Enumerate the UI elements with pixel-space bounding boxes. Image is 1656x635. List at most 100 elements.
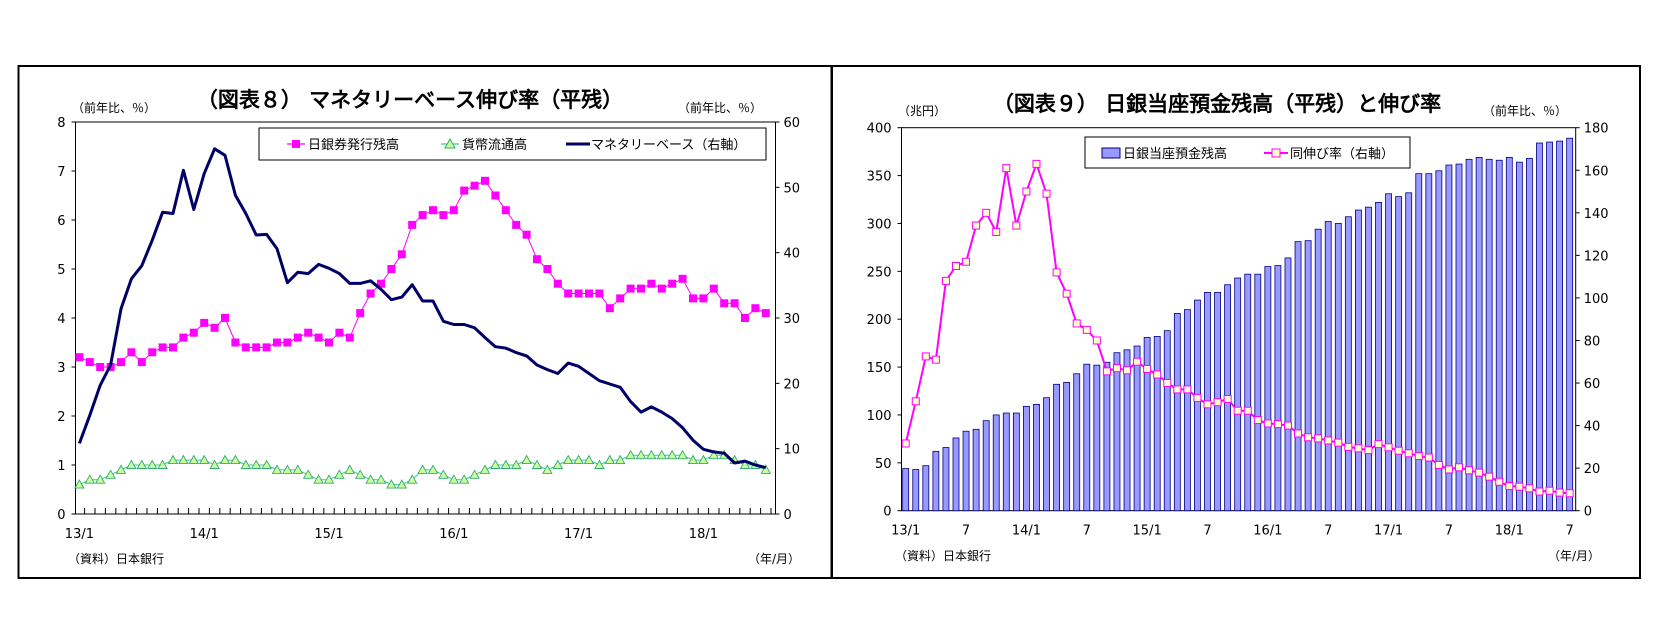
data-point [1112, 364, 1121, 373]
data-point [992, 227, 1001, 236]
y-left-tick-label: 1 [57, 459, 65, 474]
data-point [84, 474, 96, 484]
data-point [1183, 385, 1192, 394]
x-tick-label: 15/1 [1133, 524, 1162, 539]
data-point [491, 191, 500, 200]
bar [1445, 164, 1453, 512]
x-tick-label: 13/1 [891, 524, 920, 539]
y-right-tick-label: 0 [1584, 505, 1592, 520]
legend-label: 貨幣流通高 [462, 137, 527, 153]
data-point [304, 328, 313, 337]
data-point [1072, 319, 1081, 328]
data-point [595, 289, 604, 298]
data-point [972, 221, 981, 230]
y-right-tick-label: 20 [1584, 462, 1601, 477]
y-right-tick-label: 40 [784, 247, 801, 262]
y-left-tick-label: 150 [867, 361, 892, 376]
bar [1415, 173, 1423, 512]
data-point [460, 186, 469, 195]
bar [1173, 313, 1181, 512]
data-point [1424, 453, 1433, 462]
bar [962, 430, 970, 512]
data-point [96, 363, 105, 371]
x-tick-label: 14/1 [190, 527, 219, 542]
data-point [178, 454, 189, 465]
y-right-tick-label: 30 [784, 312, 801, 327]
bar [1314, 228, 1322, 512]
data-point [252, 343, 261, 352]
data-point [1555, 488, 1564, 497]
data-point [115, 464, 127, 474]
bar [1284, 257, 1292, 512]
data-point [200, 318, 209, 327]
data-point [198, 454, 210, 465]
bar [912, 469, 920, 512]
y-left-tick-label: 0 [57, 508, 65, 523]
bar [1053, 383, 1060, 512]
data-point [1032, 159, 1041, 168]
data-point [1253, 416, 1262, 425]
series-0 [75, 176, 770, 371]
y-left-tick-label: 8 [57, 116, 65, 131]
data-point [293, 333, 302, 342]
data-point [616, 294, 625, 303]
series-0 [902, 137, 1574, 512]
bar [972, 428, 980, 512]
data-point [250, 459, 262, 469]
x-tick-label: 7 [1324, 524, 1332, 539]
data-point [314, 333, 323, 342]
plot-area: 0 1 2 3 4 5 6 7 8 0 10 20 30 40 50 60 13/1 14/1 15/1 16/1 17… [57, 116, 800, 542]
data-point [666, 449, 678, 460]
data-point [583, 454, 595, 465]
bar [1012, 412, 1020, 512]
data-point [1444, 465, 1453, 474]
bar [1405, 192, 1413, 512]
data-point [1475, 468, 1484, 477]
bar [1153, 336, 1161, 512]
chart8-legend [258, 127, 767, 161]
data-point [262, 343, 271, 352]
x-tick-label: 16/1 [439, 527, 468, 542]
chart9: 0 50 100 150 200 250 300 350 400 0 20 40 60 80 100 120 1… [867, 92, 1609, 563]
bar [1143, 336, 1151, 512]
y-left-tick-label: 7 [57, 165, 65, 180]
bar [1334, 223, 1342, 512]
data-point [375, 474, 387, 484]
data-point [117, 358, 125, 367]
legend-label: 日銀券発行残高 [308, 137, 399, 153]
legend-label: 同伸び率（右軸） [1290, 146, 1394, 162]
data-point [105, 469, 116, 479]
bar [1526, 157, 1533, 512]
x-tick-label: 15/1 [314, 527, 343, 542]
data-point [512, 220, 521, 229]
chart8-left-unit: （前年比、％） [72, 100, 156, 115]
data-point [542, 464, 553, 474]
y-right-tick-label: 40 [1584, 420, 1601, 435]
chart9-legend [1084, 136, 1411, 169]
y-left-tick-label: 3 [57, 361, 65, 376]
data-point [1022, 187, 1031, 196]
bar [1515, 161, 1523, 512]
data-point [408, 220, 417, 229]
data-point [605, 304, 614, 313]
data-point [698, 454, 709, 465]
square-marker-icon [1271, 148, 1281, 158]
data-point [543, 265, 552, 273]
data-point [273, 338, 281, 347]
bar [1324, 221, 1332, 512]
y-right-tick-label: 60 [1584, 377, 1601, 392]
data-point [334, 469, 345, 479]
data-point [761, 309, 770, 318]
y-right-tick-label: 60 [784, 116, 801, 131]
series-1 [74, 449, 772, 489]
data-point [668, 279, 677, 288]
bar [1103, 361, 1111, 512]
data-point [302, 469, 314, 479]
series-line [77, 147, 767, 470]
data-point [1233, 406, 1242, 415]
y-left-tick-label: 200 [867, 313, 892, 328]
data-point [689, 294, 697, 303]
data-point [635, 449, 647, 460]
data-point [1525, 484, 1534, 493]
data-point [911, 397, 920, 406]
